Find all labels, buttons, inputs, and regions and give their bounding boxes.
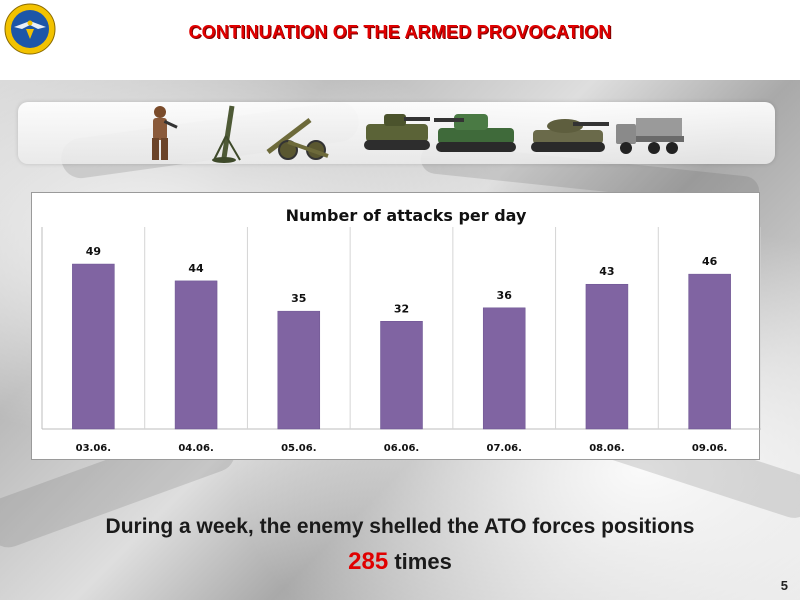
mortar-icon bbox=[212, 105, 241, 163]
x-tick-label-07.06.: 07.06. bbox=[486, 443, 521, 454]
x-tick-label-04.06.: 04.06. bbox=[178, 443, 213, 454]
data-label-06.06.: 32 bbox=[394, 302, 409, 315]
data-label-08.06.: 43 bbox=[599, 265, 614, 278]
x-tick-label-06.06.: 06.06. bbox=[384, 443, 419, 454]
emblem-icon bbox=[4, 3, 56, 55]
chart-canvas: Number of attacks per day 49 44 35 32 36 43 46… bbox=[41, 206, 761, 454]
bar-08.06. bbox=[585, 283, 629, 430]
weapons-band bbox=[18, 102, 775, 164]
bar-04.06. bbox=[174, 280, 218, 430]
data-label-04.06.: 44 bbox=[188, 262, 204, 275]
bar-07.06. bbox=[482, 307, 526, 430]
total-number: 285 bbox=[348, 548, 389, 575]
total-suffix: times bbox=[388, 549, 452, 574]
x-tick-label-08.06.: 08.06. bbox=[589, 443, 624, 454]
apc-icon bbox=[364, 114, 430, 150]
slide-title: CONTINUATION OF THE ARMED PROVOCATION bbox=[188, 22, 612, 42]
x-tick-label-03.06.: 03.06. bbox=[76, 443, 111, 454]
chart-title: Number of attacks per day bbox=[286, 206, 527, 225]
x-tick-label-05.06.: 05.06. bbox=[281, 443, 316, 454]
attacks-chart: Number of attacks per day 49 44 35 32 36 43 46… bbox=[31, 192, 761, 460]
bar-06.06. bbox=[380, 321, 423, 430]
summary-total: 285 times bbox=[0, 548, 800, 576]
soldier-icon bbox=[152, 106, 178, 160]
data-label-03.06.: 49 bbox=[86, 245, 101, 258]
page-number: 5 bbox=[780, 578, 788, 593]
data-label-07.06.: 36 bbox=[497, 289, 513, 302]
self-propelled-gun-icon bbox=[434, 114, 516, 152]
rocket-launcher-truck-icon bbox=[616, 118, 684, 154]
data-label-09.06.: 46 bbox=[702, 255, 718, 268]
bar-05.06. bbox=[277, 310, 321, 430]
bar-09.06. bbox=[688, 273, 731, 430]
summary-line: During a week, the enemy shelled the ATO… bbox=[105, 515, 695, 538]
tank-icon bbox=[531, 119, 609, 152]
bar-03.06. bbox=[72, 263, 115, 430]
howitzer-icon bbox=[266, 118, 329, 160]
x-tick-label-09.06.: 09.06. bbox=[692, 443, 727, 454]
data-label-05.06.: 35 bbox=[291, 292, 306, 305]
